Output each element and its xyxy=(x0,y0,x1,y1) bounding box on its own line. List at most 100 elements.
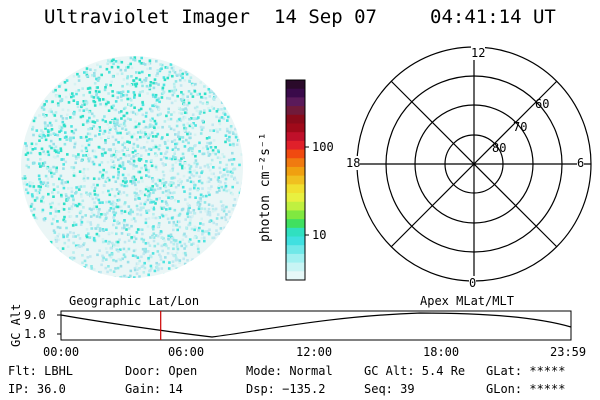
image-pixel xyxy=(150,188,153,191)
image-pixel xyxy=(69,116,72,119)
image-pixel xyxy=(125,132,129,135)
image-pixel xyxy=(111,90,114,93)
image-pixel xyxy=(187,223,190,227)
image-pixel xyxy=(73,142,77,146)
image-pixel xyxy=(120,209,123,213)
image-pixel xyxy=(93,74,96,78)
image-pixel xyxy=(197,240,201,243)
image-pixel xyxy=(184,253,188,257)
image-pixel xyxy=(92,162,96,166)
image-pixel xyxy=(60,114,63,118)
image-pixel xyxy=(201,229,204,233)
image-pixel xyxy=(141,247,145,251)
image-pixel xyxy=(186,95,189,98)
image-pixel xyxy=(100,161,104,164)
image-pixel xyxy=(172,82,176,86)
image-pixel xyxy=(134,149,137,153)
image-pixel xyxy=(156,113,160,117)
image-pixel xyxy=(74,161,77,165)
image-pixel xyxy=(42,217,46,221)
image-pixel xyxy=(192,209,196,212)
image-pixel xyxy=(188,238,192,241)
image-pixel xyxy=(162,164,166,167)
image-pixel xyxy=(124,69,127,72)
image-pixel xyxy=(147,175,151,179)
image-pixel xyxy=(172,128,176,132)
image-pixel xyxy=(137,180,141,184)
image-pixel xyxy=(92,114,96,118)
image-pixel xyxy=(62,163,65,166)
image-pixel xyxy=(69,256,72,260)
image-pixel xyxy=(104,120,107,123)
image-pixel xyxy=(155,135,158,138)
image-pixel xyxy=(173,88,177,92)
image-pixel xyxy=(144,149,148,152)
image-pixel xyxy=(59,149,63,153)
image-pixel xyxy=(74,203,77,207)
image-pixel xyxy=(204,230,207,233)
image-pixel xyxy=(79,185,83,188)
image-pixel xyxy=(104,86,107,89)
image-pixel xyxy=(216,149,220,152)
image-pixel xyxy=(72,174,76,177)
image-pixel xyxy=(198,226,201,230)
image-pixel xyxy=(109,202,113,206)
image-pixel xyxy=(81,87,84,90)
image-pixel xyxy=(147,126,150,129)
image-pixel xyxy=(136,112,139,115)
image-pixel xyxy=(87,143,91,147)
image-pixel xyxy=(240,188,243,191)
image-pixel xyxy=(58,85,61,88)
image-pixel xyxy=(161,86,165,90)
image-pixel xyxy=(135,164,138,168)
image-pixel xyxy=(92,177,96,180)
image-pixel xyxy=(116,205,119,209)
image-pixel xyxy=(137,125,140,128)
glon-status: GLon: ***** xyxy=(486,382,566,396)
image-pixel xyxy=(77,155,80,159)
image-pixel xyxy=(107,178,111,182)
image-pixel xyxy=(149,148,153,151)
image-pixel xyxy=(124,154,128,158)
image-pixel xyxy=(95,77,98,81)
image-pixel xyxy=(50,128,54,131)
image-pixel xyxy=(186,212,189,216)
image-pixel xyxy=(101,238,105,241)
image-pixel xyxy=(223,207,226,210)
image-pixel xyxy=(49,108,52,111)
image-pixel xyxy=(149,255,153,259)
image-pixel xyxy=(191,126,195,130)
image-pixel xyxy=(38,188,42,192)
image-pixel xyxy=(203,85,206,88)
colorbar-swatch xyxy=(286,106,305,116)
image-pixel xyxy=(89,68,92,71)
image-pixel xyxy=(167,192,170,196)
gc-alt-status: GC Alt: 5.4 Re xyxy=(364,364,466,378)
image-pixel xyxy=(188,204,191,208)
image-pixel xyxy=(31,194,34,198)
image-pixel xyxy=(133,240,136,244)
image-pixel xyxy=(24,153,28,156)
image-pixel xyxy=(117,221,121,225)
image-pixel xyxy=(138,90,142,94)
image-pixel xyxy=(135,76,138,80)
image-pixel xyxy=(83,174,86,178)
image-pixel xyxy=(231,151,234,155)
image-pixel xyxy=(154,102,158,106)
image-pixel xyxy=(215,128,218,131)
image-pixel xyxy=(177,148,180,151)
image-pixel xyxy=(122,253,126,256)
image-pixel xyxy=(155,105,159,109)
image-pixel xyxy=(171,163,175,167)
image-pixel xyxy=(40,197,43,201)
image-pixel xyxy=(136,268,139,271)
image-pixel xyxy=(57,232,61,236)
image-pixel xyxy=(108,71,111,74)
image-pixel xyxy=(230,158,233,161)
image-pixel xyxy=(136,194,140,197)
image-pixel xyxy=(140,255,143,259)
image-pixel xyxy=(106,210,109,214)
image-pixel xyxy=(83,136,86,140)
image-pixel xyxy=(166,217,170,221)
image-pixel xyxy=(168,97,172,100)
